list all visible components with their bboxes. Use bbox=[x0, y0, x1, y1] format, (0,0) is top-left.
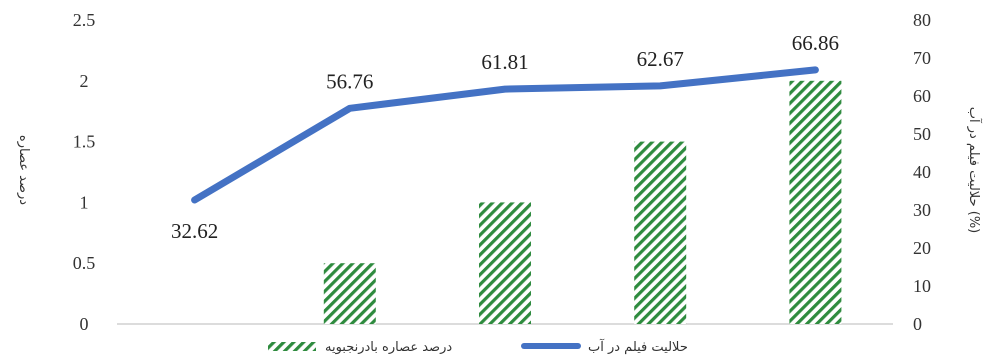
left-tick-label: 0 bbox=[80, 314, 89, 334]
right-tick-label: 70 bbox=[913, 48, 931, 68]
left-axis-title: درصد عصاره bbox=[16, 135, 31, 205]
bar bbox=[479, 202, 531, 324]
data-labels: 32.62 56.76 61.81 62.67 66.86 bbox=[171, 31, 839, 243]
right-tick-label: 60 bbox=[913, 86, 931, 106]
line-data-label: 66.86 bbox=[792, 31, 839, 55]
legend: درصد عصاره بادرنجبویه حلالیت فیلم در آب bbox=[268, 338, 688, 355]
legend-line-label: حلالیت فیلم در آب bbox=[588, 338, 688, 355]
right-y-axis: 0 10 20 30 40 50 60 70 80 bbox=[913, 10, 931, 334]
line-series bbox=[191, 66, 819, 204]
left-tick-label: 1.5 bbox=[73, 132, 96, 152]
line-data-label: 32.62 bbox=[171, 219, 218, 243]
legend-bar-swatch bbox=[268, 342, 316, 351]
left-tick-label: 2.5 bbox=[73, 10, 96, 30]
right-tick-label: 10 bbox=[913, 276, 931, 296]
bar bbox=[634, 141, 687, 324]
right-tick-label: 40 bbox=[913, 162, 931, 182]
legend-bar-label: درصد عصاره بادرنجبویه bbox=[325, 340, 452, 355]
right-tick-label: 20 bbox=[913, 238, 931, 258]
left-tick-label: 1 bbox=[80, 192, 89, 212]
line-data-label: 56.76 bbox=[326, 69, 373, 93]
right-tick-label: 30 bbox=[913, 200, 931, 220]
left-tick-label: 2 bbox=[80, 71, 89, 91]
right-axis-title: حلالیت فیلم در آب (%) bbox=[966, 107, 983, 234]
left-tick-label: 0.5 bbox=[73, 253, 96, 273]
line-data-label: 61.81 bbox=[481, 50, 528, 74]
line-data-label: 62.67 bbox=[637, 47, 684, 71]
bar-series bbox=[323, 80, 842, 324]
bar bbox=[789, 80, 842, 324]
right-tick-label: 80 bbox=[913, 10, 931, 30]
left-y-axis: 0 0.5 1 1.5 2 2.5 bbox=[73, 10, 96, 334]
line-path bbox=[191, 66, 819, 204]
bar bbox=[323, 263, 376, 324]
right-tick-label: 50 bbox=[913, 124, 931, 144]
right-tick-label: 0 bbox=[913, 314, 922, 334]
